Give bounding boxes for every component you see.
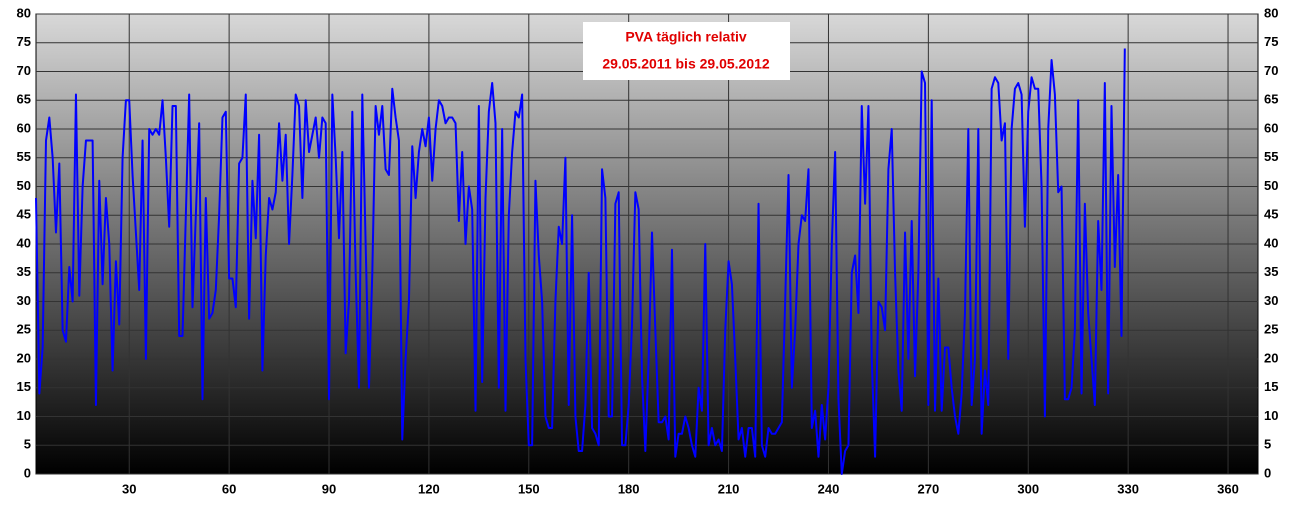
x-tick-label: 150 [518,481,540,496]
y-tick-label: 55 [17,149,31,164]
y2-tick-label: 45 [1264,207,1278,222]
y-tick-label: 15 [17,379,31,394]
y2-tick-label: 20 [1264,350,1278,365]
y2-tick-label: 15 [1264,379,1278,394]
y-tick-label: 65 [17,92,31,107]
y-tick-label: 70 [17,63,31,78]
y-tick-label: 0 [24,465,31,480]
x-tick-label: 240 [818,481,840,496]
y2-tick-label: 5 [1264,437,1271,452]
y-tick-label: 60 [17,120,31,135]
y2-tick-label: 0 [1264,465,1271,480]
y-tick-label: 80 [17,5,31,20]
y2-tick-label: 55 [1264,149,1278,164]
y2-tick-label: 75 [1264,34,1278,49]
x-tick-label: 330 [1117,481,1139,496]
y-tick-label: 10 [17,408,31,423]
y-tick-label: 20 [17,350,31,365]
x-tick-label: 210 [718,481,740,496]
x-tick-label: 60 [222,481,236,496]
title-box [583,22,790,80]
x-tick-label: 360 [1217,481,1239,496]
y-tick-label: 75 [17,34,31,49]
y2-tick-label: 30 [1264,293,1278,308]
y-tick-label: 25 [17,322,31,337]
x-tick-label: 270 [918,481,940,496]
y2-tick-label: 40 [1264,235,1278,250]
chart-subtitle: 29.05.2011 bis 29.05.2012 [602,56,770,72]
y2-tick-label: 25 [1264,322,1278,337]
y2-tick-label: 65 [1264,92,1278,107]
data-line [35,48,1126,475]
x-tick-label: 90 [322,481,336,496]
y-tick-label: 50 [17,178,31,193]
y2-tick-label: 35 [1264,264,1278,279]
y-tick-label: 45 [17,207,31,222]
chart-title: PVA täglich relativ [625,29,747,45]
x-tick-label: 30 [122,481,136,496]
y2-tick-label: 50 [1264,178,1278,193]
x-tick-label: 180 [618,481,640,496]
x-tick-label: 300 [1017,481,1039,496]
y2-tick-label: 60 [1264,120,1278,135]
y-tick-label: 35 [17,264,31,279]
y2-tick-label: 10 [1264,408,1278,423]
y-tick-label: 40 [17,235,31,250]
x-tick-label: 120 [418,481,440,496]
y-tick-label: 5 [24,437,31,452]
y-tick-label: 30 [17,293,31,308]
y2-tick-label: 70 [1264,63,1278,78]
y2-tick-label: 80 [1264,5,1278,20]
